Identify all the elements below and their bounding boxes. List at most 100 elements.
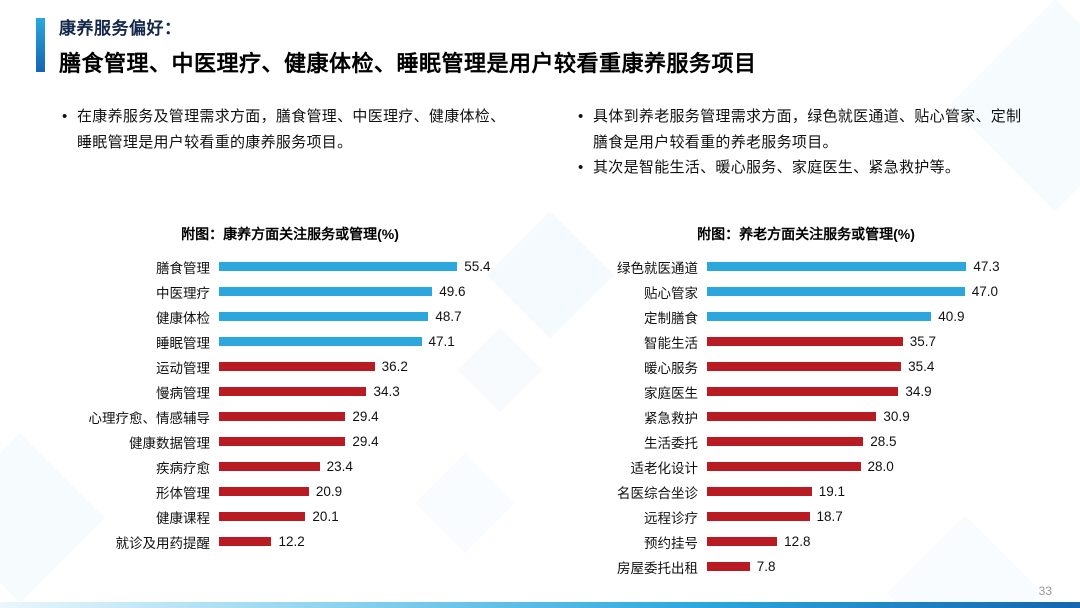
chart-row: 名医综合坐诊 19.1 [576, 479, 1036, 504]
chart-title: 附图：养老方面关注服务或管理(%) [697, 226, 915, 242]
bar-area: 47.0 [707, 284, 1036, 299]
bar-area: 35.7 [707, 334, 1036, 349]
bar-area: 35.4 [707, 359, 1036, 374]
chart-rows: 绿色就医通道 47.3 贴心管家 47.0 定制膳食 40.9 智能生活 35.7 暖心服务 35… [576, 254, 1036, 579]
category-label: 预约挂号 [644, 535, 698, 551]
bar-area: 36.2 [219, 359, 520, 374]
bottom-gradient-strip [0, 602, 1080, 608]
chart-row: 智能生活 35.7 [576, 329, 1036, 354]
value-label: 34.9 [905, 384, 932, 399]
bar [707, 537, 778, 546]
bar [707, 487, 812, 496]
category-label: 家庭医生 [644, 385, 698, 401]
chart-row: 预约挂号 12.8 [576, 529, 1036, 554]
bar-area: 19.1 [707, 484, 1036, 499]
bar-area: 40.9 [707, 309, 1036, 324]
chart-rows: 膳食管理 55.4 中医理疗 49.6 健康体检 48.7 睡眠管理 47.1 运动管理 36.2… [60, 254, 520, 554]
chart-row: 健康课程 20.1 [60, 504, 520, 529]
category-label: 定制膳食 [644, 310, 698, 326]
bar [219, 512, 306, 521]
bar [707, 262, 967, 271]
category-label: 绿色就医通道 [617, 260, 698, 276]
bar-area: 20.9 [219, 484, 520, 499]
bar [219, 487, 309, 496]
bar [219, 362, 375, 371]
bullet-text: 在康养服务及管理需求方面，膳食管理、中医理疗、健康体检、睡眠管理是用户较看重的康… [60, 104, 520, 155]
bar [707, 287, 965, 296]
value-label: 49.6 [439, 284, 466, 299]
bar [707, 437, 864, 446]
category-label: 健康课程 [156, 510, 210, 526]
bar [219, 387, 367, 396]
value-label: 12.8 [784, 534, 811, 549]
category-label: 房屋委托出租 [617, 560, 698, 576]
category-label: 健康数据管理 [129, 435, 210, 451]
bar-area: 23.4 [219, 459, 520, 474]
right-bullets: 具体到养老服务管理需求方面，绿色就医通道、贴心管家、定制膳食是用户较看重的养老服… [576, 104, 1036, 208]
category-label: 膳食管理 [156, 260, 210, 276]
bar [219, 437, 346, 446]
chart-kangyang-services: 附图：康养方面关注服务或管理(%) 膳食管理 55.4 中医理疗 49.6 健康体检 48… [60, 224, 520, 554]
chart-row: 定制膳食 40.9 [576, 304, 1036, 329]
title-accent-bar [36, 18, 45, 72]
chart-row: 疾病疗愈 23.4 [60, 454, 520, 479]
chart-row: 绿色就医通道 47.3 [576, 254, 1036, 279]
value-label: 29.4 [352, 434, 379, 449]
bar [707, 412, 877, 421]
value-label: 20.9 [315, 484, 343, 499]
bar-area: 34.3 [219, 384, 520, 399]
bar-area: 47.3 [707, 259, 1036, 274]
chart-row: 运动管理 36.2 [60, 354, 520, 379]
left-column: 在康养服务及管理需求方面，膳食管理、中医理疗、健康体检、睡眠管理是用户较看重的康… [60, 104, 520, 579]
category-label: 中医理疗 [156, 285, 210, 301]
bar [707, 312, 932, 321]
bar [219, 462, 320, 471]
chart-row: 慢病管理 34.3 [60, 379, 520, 404]
value-label: 20.1 [312, 509, 339, 524]
bar-area: 30.9 [707, 409, 1036, 424]
chart-row: 健康数据管理 29.4 [60, 429, 520, 454]
category-label: 慢病管理 [156, 385, 210, 401]
chart-row: 膳食管理 55.4 [60, 254, 520, 279]
bar [219, 312, 429, 321]
category-label: 运动管理 [156, 360, 210, 376]
chart-title: 附图：康养方面关注服务或管理(%) [181, 226, 399, 242]
bar-area: 18.7 [707, 509, 1036, 524]
category-label: 健康体检 [156, 310, 210, 326]
bar-area: 20.1 [219, 509, 520, 524]
value-label: 47.1 [428, 334, 455, 349]
category-label: 形体管理 [156, 485, 210, 501]
bar-area: 28.5 [707, 434, 1036, 449]
category-label: 贴心管家 [644, 285, 698, 301]
category-label: 智能生活 [644, 335, 698, 351]
bar-area: 34.9 [707, 384, 1036, 399]
value-label: 47.3 [973, 259, 1000, 274]
bar-area: 48.7 [219, 309, 520, 324]
title-block: 康养服务偏好： 膳食管理、中医理疗、健康体检、睡眠管理是用户较看重康养服务项目 [0, 0, 1080, 78]
value-label: 35.4 [908, 359, 935, 374]
bar-area: 55.4 [219, 259, 520, 274]
chart-row: 房屋委托出租 7.8 [576, 554, 1036, 579]
category-label: 暖心服务 [644, 360, 698, 376]
bullet-text: 其次是智能生活、暖心服务、家庭医生、紧急救护等。 [576, 155, 1036, 181]
left-bullets: 在康养服务及管理需求方面，膳食管理、中医理疗、健康体检、睡眠管理是用户较看重的康… [60, 104, 520, 208]
category-label: 疾病疗愈 [156, 460, 210, 476]
value-label: 40.9 [938, 309, 965, 324]
bar-area: 47.1 [219, 334, 520, 349]
value-label: 35.7 [909, 334, 937, 349]
category-label: 适老化设计 [630, 460, 699, 476]
chart-row: 中医理疗 49.6 [60, 279, 520, 304]
bar [219, 537, 272, 546]
value-label: 28.0 [867, 459, 894, 474]
bar [707, 362, 902, 371]
category-label: 远程诊疗 [644, 510, 698, 526]
category-label: 睡眠管理 [156, 335, 210, 351]
right-column: 具体到养老服务管理需求方面，绿色就医通道、贴心管家、定制膳食是用户较看重的养老服… [576, 104, 1036, 579]
category-label: 紧急救护 [644, 410, 698, 426]
slide-headline: 膳食管理、中医理疗、健康体检、睡眠管理是用户较看重康养服务项目 [59, 51, 757, 76]
chart-row: 健康体检 48.7 [60, 304, 520, 329]
chart-row: 暖心服务 35.4 [576, 354, 1036, 379]
category-label: 心理疗愈、情感辅导 [88, 410, 211, 426]
bar [707, 337, 903, 346]
